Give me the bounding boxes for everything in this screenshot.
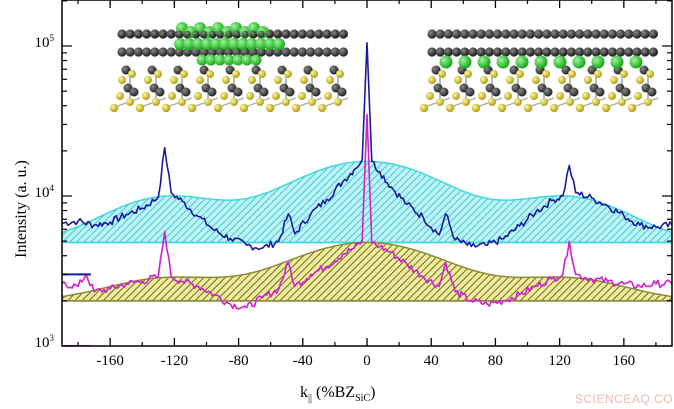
x-tick-label: -160 (96, 353, 124, 369)
x-tick-label: 0 (363, 353, 371, 369)
x-tick-label: -120 (160, 353, 189, 369)
fit-fills (62, 160, 672, 302)
atomic-model-inset (419, 29, 659, 113)
y-tick-label: 103 (34, 333, 55, 351)
x-title-close: ) (370, 384, 376, 401)
watermark: SCIENCEAQ.COM (575, 392, 674, 406)
x-axis-title: k|| (%BZSiC) (300, 384, 375, 404)
spectrum-line (62, 113, 672, 310)
fit-area (62, 160, 672, 244)
x-tick-label: -40 (292, 353, 313, 369)
atomic-model-inset (109, 22, 349, 113)
x-tick-label: 40 (423, 353, 439, 369)
x-tick-label: 160 (612, 353, 636, 369)
x-title-paren: (%BZ (312, 384, 356, 401)
x-tick-label: -80 (228, 353, 249, 369)
axes-frame (61, 0, 673, 347)
y-axis-title: Intensity (a. u.) (13, 160, 30, 258)
x-title-k: k (300, 384, 308, 401)
y-tick-label: 104 (34, 183, 55, 201)
x-title-sic: SiC (355, 393, 371, 405)
fit-area (62, 241, 672, 302)
x-tick-label: 80 (487, 353, 503, 369)
x-title-parallel: || (308, 393, 313, 405)
y-tick-label: 105 (34, 33, 55, 51)
x-tick-label: 120 (548, 353, 571, 369)
spectrum-line (62, 42, 672, 251)
atomic-model-insets (109, 22, 659, 113)
